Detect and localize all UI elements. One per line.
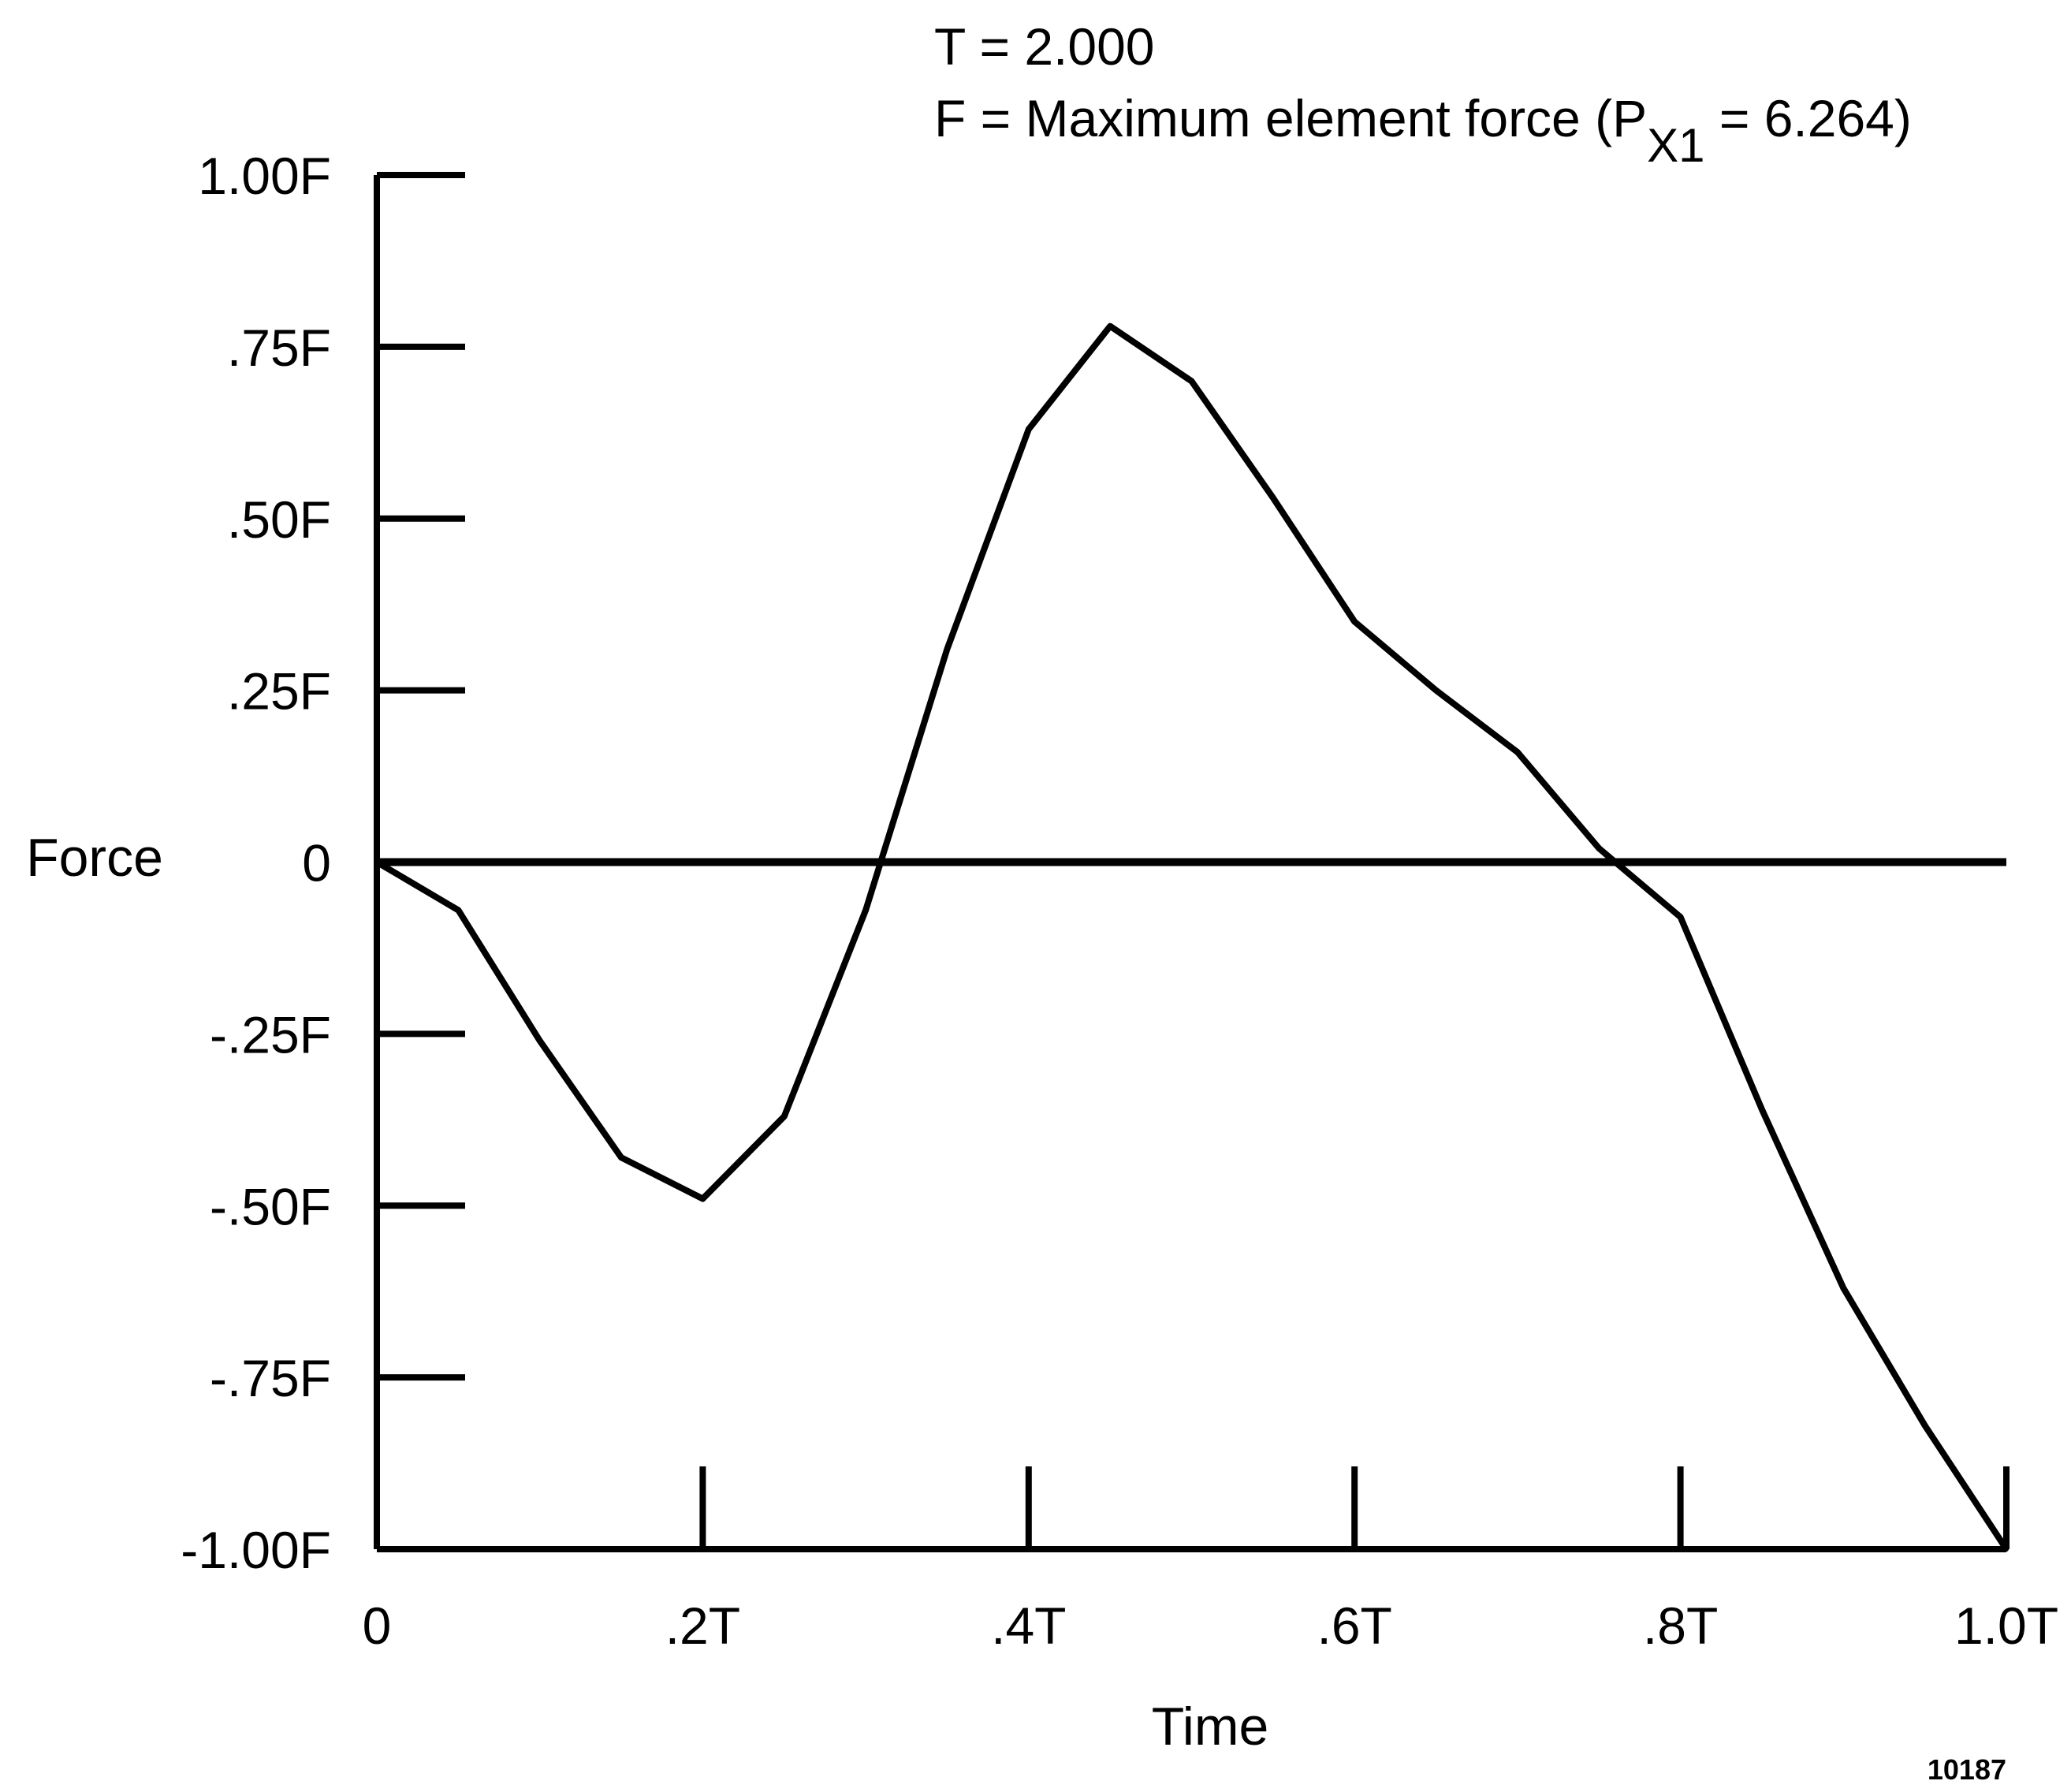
series-layer (374, 322, 2010, 1552)
x-tick-label: .6T (1317, 1596, 1392, 1655)
force-data-point (1514, 750, 1520, 755)
y-axis-ticks: 1.00F .75F .50F .25F 0 -.25F -.50F -.75F -1.00F (181, 147, 465, 1579)
header-line-1: T = 2.000 (934, 17, 1155, 76)
force-data-point (1270, 495, 1276, 501)
force-series-line (374, 322, 2010, 1552)
force-data-point (700, 1196, 706, 1201)
force-data-point (1841, 1285, 1846, 1291)
header-subscript: X1 (1647, 119, 1704, 172)
header-line-2-suffix: = 6.264) (1704, 89, 1911, 147)
force-data-point (944, 646, 950, 652)
force-data-point (1108, 323, 1113, 329)
y-tick-label: -.25F (210, 1005, 331, 1064)
force-data-point (1596, 846, 1602, 851)
y-tick-label: -1.00F (181, 1521, 331, 1579)
force-data-point (1026, 427, 1031, 432)
y-tick-label: -.50F (210, 1177, 331, 1235)
header-line-2: F = Maximum element force (PX1 = 6.264) (934, 89, 1912, 172)
y-tick-label: .50F (227, 490, 331, 549)
x-tick-label: .2T (665, 1596, 740, 1655)
force-data-point (2004, 1547, 2009, 1552)
y-tick-label: 0 (302, 834, 331, 892)
y-tick-label: 1.00F (198, 147, 331, 205)
x-tick-label: .8T (1643, 1596, 1718, 1655)
force-data-point (1678, 915, 1683, 920)
x-axis-ticks: 0 .2T .4T .6T .8T 1.0T (363, 1466, 2058, 1655)
force-data-point (1433, 687, 1439, 693)
force-data-point (1759, 1107, 1764, 1112)
y-tick-label: .25F (227, 662, 331, 721)
force-data-point (1189, 378, 1194, 384)
figure-id: 10187 (1928, 1753, 2006, 1786)
force-data-point (374, 859, 379, 865)
force-data-point (863, 907, 869, 913)
y-tick-label: -.75F (210, 1349, 331, 1407)
x-tick-label: 0 (363, 1596, 392, 1655)
x-axis-title: Time (1152, 1697, 1269, 1757)
x-tick-label: .4T (991, 1596, 1066, 1655)
y-axis-title: Force (26, 828, 163, 888)
force-data-point (619, 1155, 624, 1161)
y-tick-label: .75F (227, 319, 331, 377)
header-line-2-prefix: F = Maximum element force (P (934, 89, 1647, 147)
x-tick-label: 1.0T (1954, 1596, 2058, 1655)
force-data-point (456, 907, 461, 913)
force-data-point (537, 1038, 542, 1044)
chart-header: T = 2.000 F = Maximum element force (PX1… (934, 17, 1912, 172)
force-data-point (781, 1113, 787, 1119)
force-data-point (1922, 1423, 1928, 1429)
force-data-point (1352, 619, 1358, 624)
